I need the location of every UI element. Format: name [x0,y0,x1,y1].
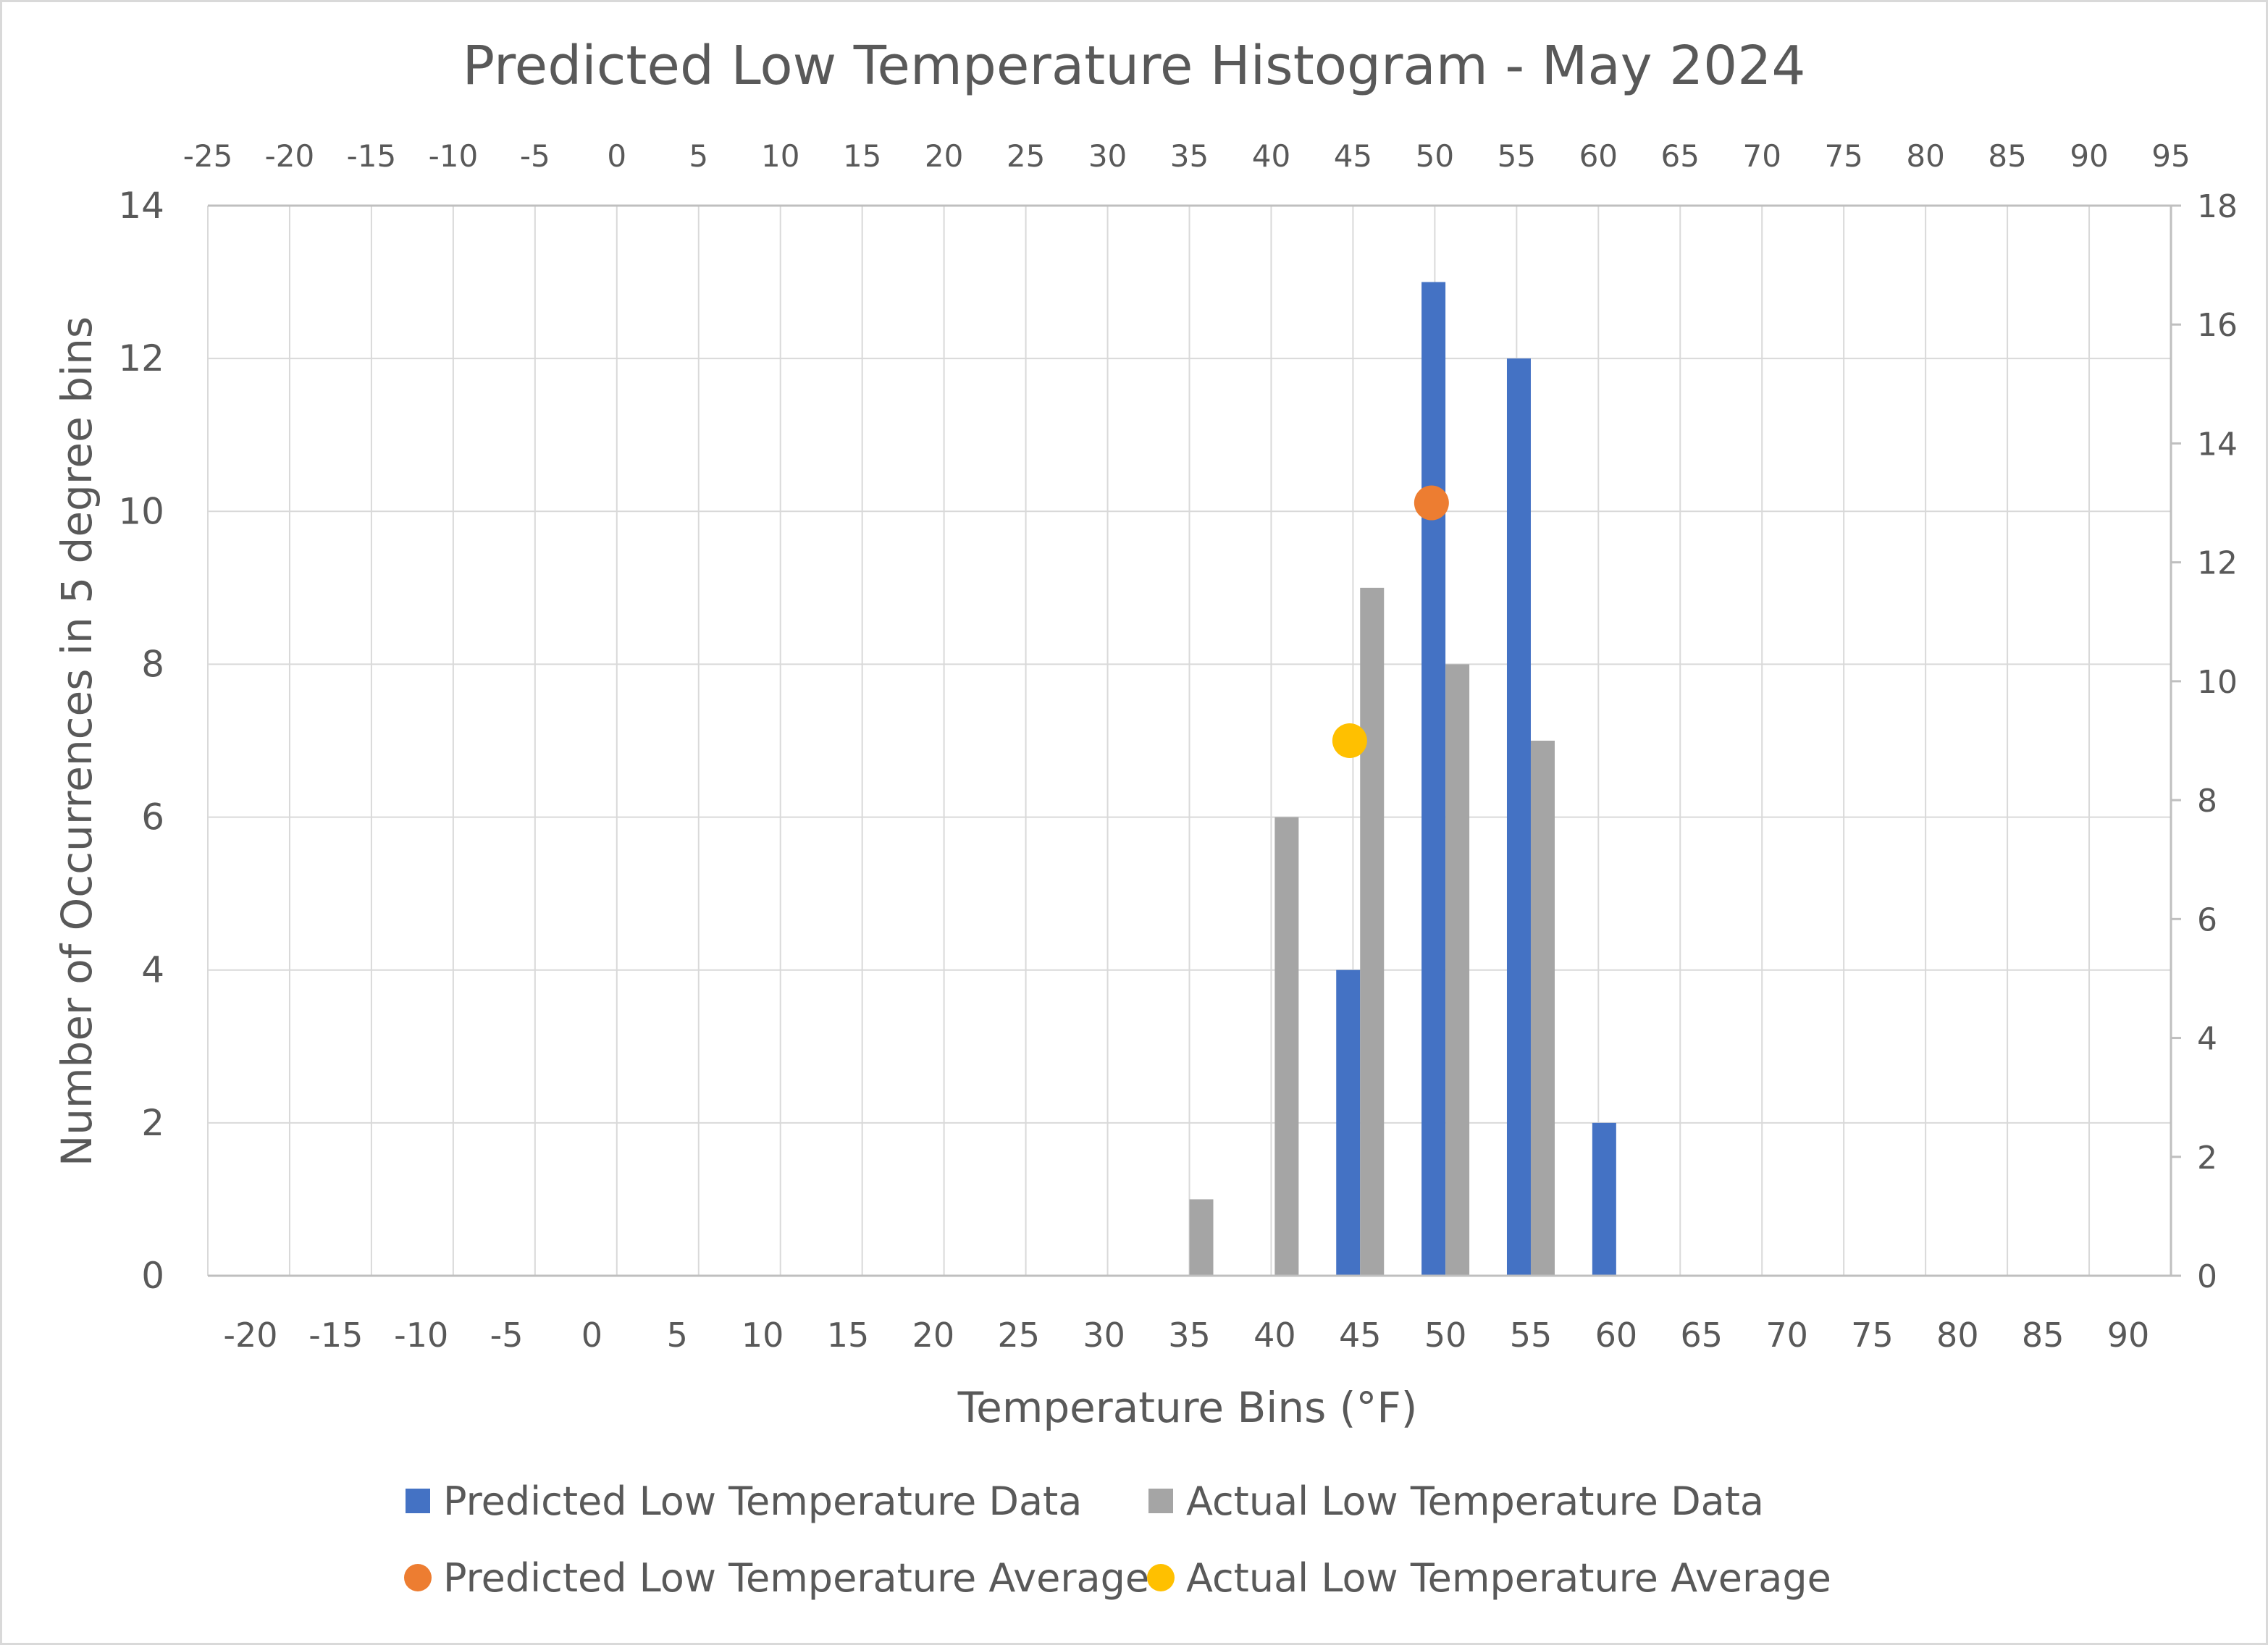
x-tick-label: 0 [581,1316,602,1355]
x-tick-label: 45 [1339,1316,1382,1355]
x2-tick-label: 75 [1824,138,1862,174]
y2-tick-label: 8 [2197,783,2217,820]
x-tick-label: 40 [1253,1316,1296,1355]
legend-label-actual-low-temperature-average: Actual Low Temperature Average [1186,1555,1831,1601]
x2-tick-label: 35 [1170,138,1209,174]
legend-label-predicted-low-temperature-data: Predicted Low Temperature Data [443,1478,1082,1524]
x-tick-label: 75 [1851,1316,1894,1355]
x-tick-label: 70 [1765,1316,1808,1355]
x2-tick-label: 20 [925,138,963,174]
y2-tick-label: 0 [2197,1258,2217,1295]
x2-tick-label: 30 [1088,138,1127,174]
x-tick-label: 5 [667,1316,688,1355]
bars [1189,282,1616,1276]
x2-tick-label: -20 [265,138,315,174]
x2-tick-label: -10 [429,138,479,174]
x-tick-label: 25 [997,1316,1040,1355]
x2-tick-label: 40 [1252,138,1290,174]
y-axis-label: Number of Occurrences in 5 degree bins [52,316,101,1166]
x-tick-label: 10 [742,1316,784,1355]
x2-tick-label: 45 [1334,138,1372,174]
bar-actual-40 [1274,817,1299,1276]
y2-tick-label: 4 [2197,1021,2217,1058]
bar-predicted-50 [1421,282,1446,1276]
legend-label-predicted-low-temperature-average: Predicted Low Temperature Average [443,1555,1149,1601]
x-tick-label: 85 [2022,1316,2065,1355]
x2-tick-label: 70 [1742,138,1781,174]
x2-tick-label: -25 [183,138,233,174]
y-tick-label: 8 [141,643,164,685]
x2-tick-label: 85 [1988,138,2026,174]
x-axis-label: Temperature Bins (°F) [957,1383,1418,1432]
legend: Predicted Low Temperature Data Actual Low… [404,1478,1831,1601]
legend-swatch-actual-low-temperature-data [1148,1489,1173,1513]
x-tick-label: 35 [1168,1316,1211,1355]
x-tick-label: -20 [223,1316,277,1355]
x2-tick-label: 80 [1906,138,1944,174]
x-tick-label: -10 [394,1316,448,1355]
x-tick-label: 30 [1083,1316,1125,1355]
legend-swatch-actual-low-temperature-average [1147,1564,1175,1591]
y2-tick-label: 2 [2197,1140,2217,1177]
x2-tick-label: 65 [1661,138,1700,174]
predicted-average-point [1414,485,1449,521]
x-tick-label: 15 [827,1316,870,1355]
legend-swatch-predicted-low-temperature-data [406,1489,430,1513]
legend-swatch-predicted-low-temperature-average [404,1564,432,1591]
y-tick-label: 0 [141,1255,164,1297]
x2-tick-label: 55 [1498,138,1536,174]
x2-tick-label: 95 [2151,138,2190,174]
x-tick-label: -15 [308,1316,363,1355]
x-tick-label: 90 [2107,1316,2150,1355]
x-tick-label: 60 [1595,1316,1638,1355]
y2-tick-label: 10 [2197,664,2238,701]
y2-tick-label: 18 [2197,188,2238,225]
bar-actual-45 [1360,587,1385,1276]
chart-title: Predicted Low Temperature Histogram - Ma… [463,35,1806,97]
x2-tick-label: 60 [1579,138,1618,174]
x2-tick-label: 25 [1007,138,1045,174]
x-tick-label: 80 [1936,1316,1979,1355]
x-tick-label: 50 [1424,1316,1467,1355]
average-points [1332,485,1449,758]
x2-tick-label: -5 [520,138,550,174]
y2-tick-label: 12 [2197,545,2238,582]
y-tick-label: 12 [118,337,164,379]
y-tick-label: 4 [141,949,164,991]
bar-actual-50 [1445,664,1470,1276]
x2-tick-label: 0 [607,138,626,174]
x2-tick-label: 10 [761,138,799,174]
actual-average-point [1332,723,1367,758]
x2-tick-label: 15 [843,138,881,174]
legend-label-actual-low-temperature-data: Actual Low Temperature Data [1186,1478,1764,1524]
x2-tick-label: -15 [347,138,397,174]
y2-tick-label: 6 [2197,901,2217,938]
y2-tick-label: 16 [2197,307,2238,344]
y-tick-label: 14 [118,185,164,227]
y-tick-label: 10 [118,490,164,532]
bar-predicted-60 [1592,1122,1616,1276]
x-tick-label: 55 [1510,1316,1553,1355]
x2-tick-label: 5 [689,138,708,174]
y-tick-label: 6 [141,796,164,838]
x-tick-label: 65 [1680,1316,1723,1355]
y-tick-label: 2 [141,1102,164,1144]
y2-tick-label: 14 [2197,426,2238,463]
x-tick-label: 20 [912,1316,955,1355]
x2-tick-label: 50 [1416,138,1454,174]
bar-actual-55 [1530,741,1555,1276]
bar-predicted-55 [1506,358,1531,1276]
x2-tick-label: 90 [2070,138,2108,174]
bar-predicted-45 [1336,969,1361,1276]
x-tick-label: -5 [490,1316,524,1355]
bar-actual-35 [1189,1199,1214,1276]
axes: -20 -15 -10 -5 0 5 10 15 20 25 30 35 40 45 50 55 60 65 70 7… [118,138,2238,1355]
